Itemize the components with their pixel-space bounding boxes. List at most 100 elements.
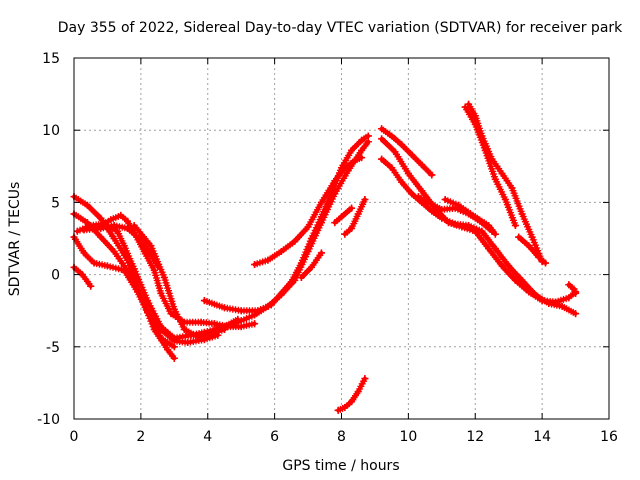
data-point [97, 233, 105, 241]
series-track-13 [341, 196, 369, 238]
data-point [237, 317, 245, 325]
data-point [525, 242, 533, 250]
y-tick-label: 10 [42, 123, 60, 139]
data-point [341, 403, 349, 411]
data-point [277, 291, 285, 299]
data-point [124, 224, 131, 232]
data-point [388, 164, 396, 172]
data-point [251, 311, 259, 319]
data-point [157, 289, 165, 297]
data-point [498, 170, 506, 178]
data-point [331, 190, 339, 198]
data-point [297, 273, 305, 281]
series-track-18 [378, 125, 436, 179]
data-point [481, 146, 489, 154]
data-point [361, 375, 369, 383]
data-point [110, 247, 118, 255]
data-point [264, 302, 272, 310]
data-point [364, 138, 372, 146]
data-point [565, 281, 573, 289]
data-point [354, 388, 362, 396]
data-point [572, 310, 580, 318]
data-point [541, 259, 549, 267]
series-track-24 [565, 281, 580, 297]
data-point [110, 222, 118, 230]
series-track-15 [331, 204, 356, 227]
data-point [291, 276, 299, 284]
data-point [491, 230, 499, 238]
data-point [354, 210, 362, 218]
data-point [348, 398, 356, 406]
data-point [358, 146, 366, 154]
data-point [408, 190, 416, 198]
data-point [291, 237, 299, 245]
data-point [501, 196, 509, 204]
data-point [150, 266, 158, 274]
data-point [361, 196, 369, 204]
data-point [358, 154, 366, 162]
data-point [157, 323, 165, 331]
data-point [398, 178, 406, 186]
tick-layer: 0 2 4 6 8 10 12 14 16 -10 -5 0 5 10 15 [37, 51, 618, 445]
data-point [164, 346, 172, 354]
x-tick-label: 0 [70, 429, 79, 445]
data-point [130, 265, 138, 273]
data-point [113, 227, 121, 235]
data-point [251, 320, 259, 328]
x-tick-label: 8 [337, 429, 346, 445]
data-point [120, 242, 128, 250]
data-point [438, 206, 446, 214]
x-tick-label: 14 [533, 429, 551, 445]
data-point [424, 198, 432, 206]
x-tick-label: 4 [203, 429, 212, 445]
y-tick-label: -10 [37, 412, 60, 428]
data-point [558, 302, 566, 310]
data-point [404, 170, 412, 178]
data-point [358, 136, 366, 144]
data-point [491, 175, 499, 183]
data-point [570, 285, 578, 293]
x-tick-label: 12 [466, 429, 484, 445]
y-axis-label: SDTVAR / TECUs [7, 182, 23, 297]
data-point [378, 155, 386, 163]
data-point [498, 262, 506, 270]
data-point [80, 226, 88, 234]
data-point [441, 196, 449, 204]
data-point [348, 146, 356, 154]
data-point [317, 249, 325, 257]
data-point [277, 247, 285, 255]
data-point [210, 320, 218, 328]
data-point [351, 157, 359, 165]
data-point [338, 213, 345, 221]
data-point [348, 204, 356, 212]
series-track-10 [224, 138, 372, 331]
data-point [130, 222, 138, 230]
data-point [445, 219, 452, 227]
data-point [471, 227, 479, 235]
data-point [528, 233, 536, 241]
data-point [511, 222, 519, 230]
data-point [170, 334, 178, 342]
data-point [197, 318, 205, 326]
series-layer [70, 100, 580, 414]
data-point [458, 223, 466, 231]
data-point [414, 193, 422, 201]
data-point [120, 266, 128, 274]
x-tick-label: 16 [600, 429, 618, 445]
data-point [78, 271, 86, 279]
data-point [237, 307, 245, 315]
series-track-19 [414, 193, 496, 235]
data-point [144, 308, 152, 316]
data-point [485, 245, 493, 253]
y-tick-label: -5 [46, 340, 60, 356]
y-tick-label: 15 [42, 51, 60, 67]
series-track-14 [334, 375, 369, 414]
x-tick-label: 6 [270, 429, 279, 445]
data-point [117, 211, 125, 219]
data-point [167, 310, 175, 318]
data-point [572, 289, 580, 297]
data-point [348, 224, 356, 232]
data-point [478, 227, 486, 235]
data-point [180, 325, 188, 333]
